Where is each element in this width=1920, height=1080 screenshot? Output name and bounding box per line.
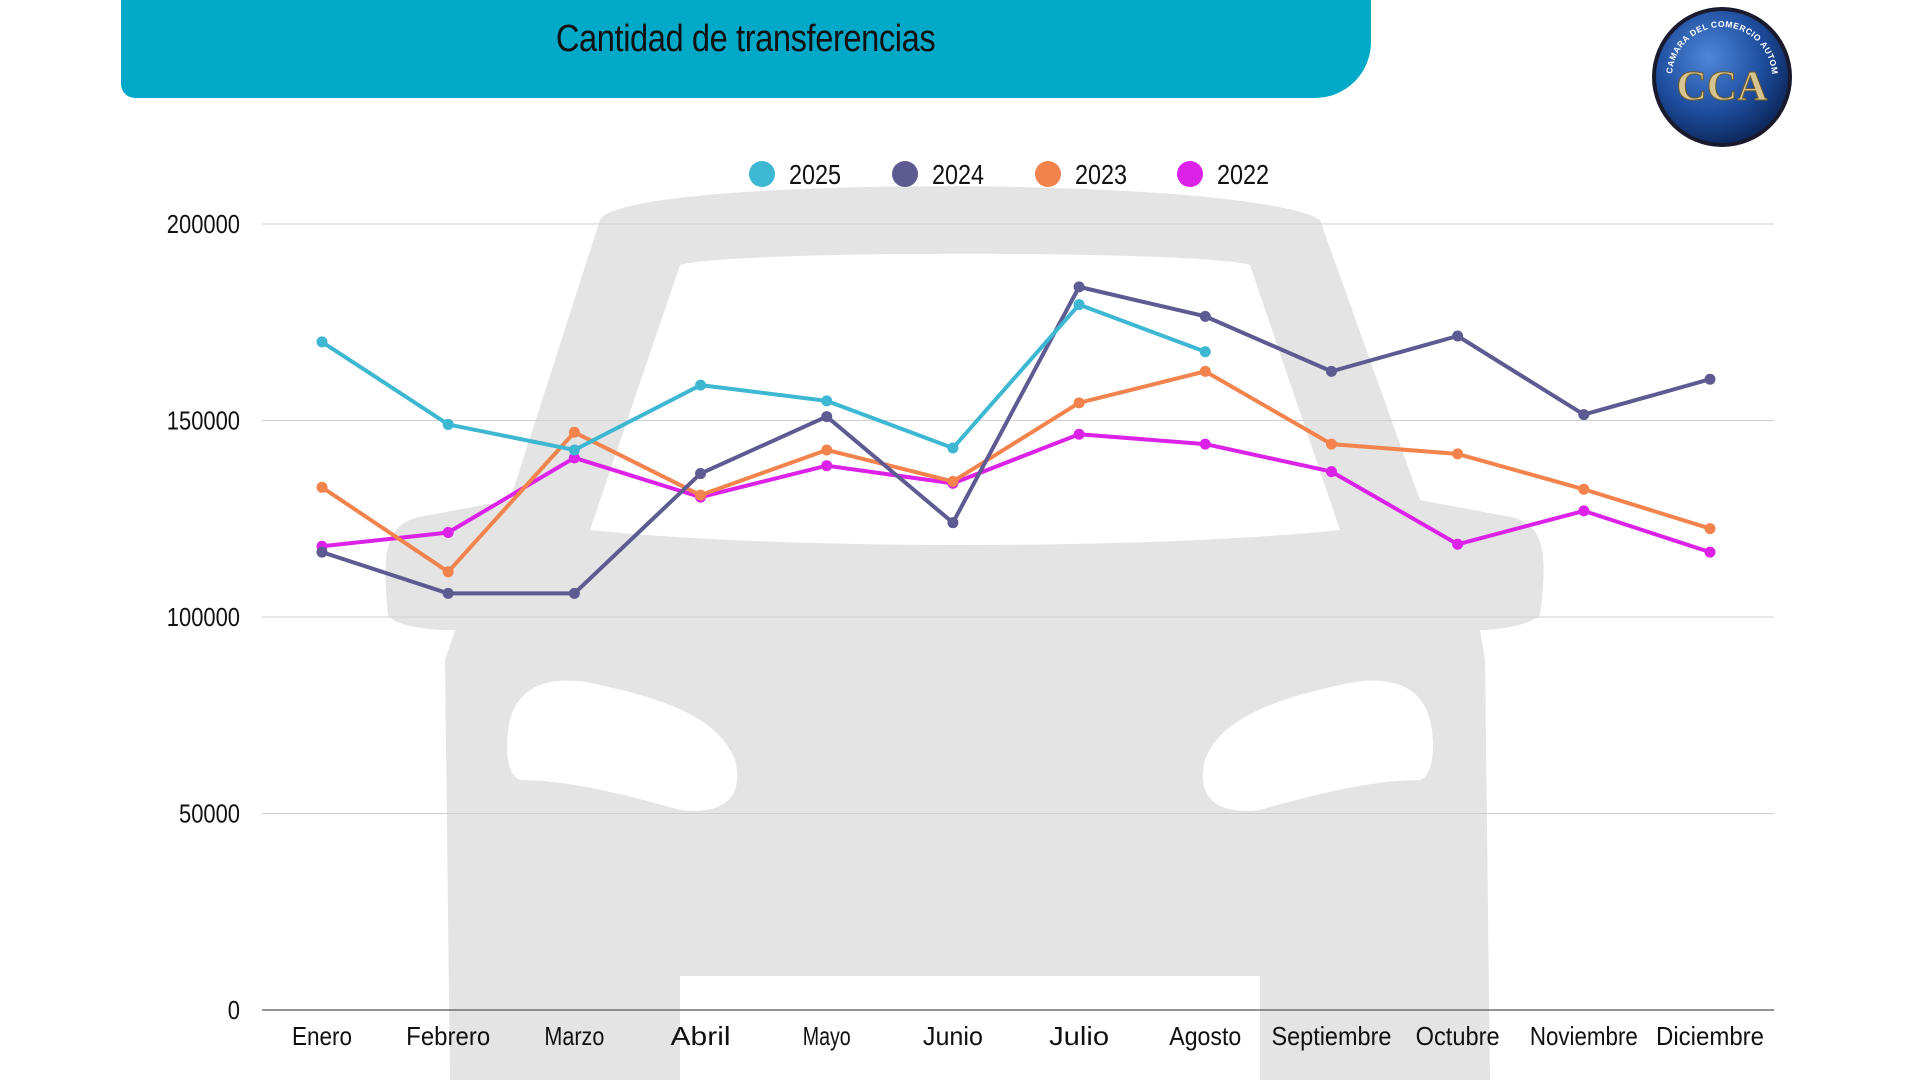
grid-layer: 0 50000 100000 150000 200000 Enero Febrero Marz… [167, 209, 1774, 1051]
logo-letters: CCA [1677, 64, 1769, 110]
data-point-2023 [1452, 448, 1464, 460]
data-point-2022 [1073, 428, 1085, 440]
x-tick-label: Marzo [544, 1021, 604, 1051]
data-point-2023 [695, 489, 707, 501]
data-point-2023 [1073, 397, 1085, 409]
x-tick-label: Junio [923, 1021, 983, 1051]
data-point-2025 [316, 336, 328, 348]
data-point-2023 [1199, 365, 1211, 377]
series-line-2022 [320, 432, 1712, 555]
data-point-2025 [947, 442, 959, 454]
series-layer [316, 281, 1716, 599]
x-tick-label: Octubre [1416, 1021, 1500, 1051]
x-tick-label: Enero [292, 1021, 352, 1051]
data-point-2023 [1704, 523, 1716, 535]
legend-label-2025: 2025 [789, 159, 841, 190]
data-point-2023 [568, 426, 580, 438]
data-point-2022 [1452, 538, 1464, 550]
y-tick-label: 50000 [179, 799, 240, 829]
data-point-2024 [1578, 409, 1590, 421]
data-point-2025 [1073, 299, 1085, 311]
data-point-2024 [1325, 365, 1337, 377]
legend-marker-2022 [1177, 161, 1203, 187]
x-tick-label: Febrero [406, 1021, 490, 1051]
data-point-2022 [442, 527, 454, 539]
data-point-2025 [821, 395, 833, 407]
x-tick-label: Mayo [803, 1021, 851, 1051]
data-point-2025 [442, 418, 454, 430]
cca-logo: CAMARA DEL COMERCIO AUTOMOTOR CCA [1650, 5, 1792, 147]
data-point-2023 [1325, 438, 1337, 450]
data-point-2022 [1325, 466, 1337, 478]
data-point-2025 [1199, 346, 1211, 358]
series-line-2023 [320, 369, 1712, 574]
legend-marker-2023 [1035, 161, 1061, 187]
data-point-2022 [1199, 438, 1211, 450]
data-point-2023 [947, 475, 959, 487]
data-point-2024 [442, 587, 454, 599]
x-tick-label: Agosto [1169, 1021, 1241, 1051]
chart-title: Cantidad de transferencias [556, 17, 936, 60]
data-point-2022 [568, 452, 580, 464]
data-point-2023 [821, 444, 833, 456]
data-point-2022 [821, 460, 833, 472]
legend-label-2023: 2023 [1075, 159, 1127, 190]
data-point-2024 [316, 546, 328, 558]
y-tick-label: 150000 [167, 406, 240, 436]
data-point-2024 [568, 587, 580, 599]
y-tick-label: 0 [228, 995, 240, 1025]
data-point-2024 [695, 468, 707, 480]
car-watermark-cutouts [507, 253, 1433, 811]
data-point-2023 [316, 481, 328, 493]
legend-label-2024: 2024 [932, 159, 984, 190]
data-point-2022 [1704, 546, 1716, 558]
y-tick-label: 200000 [167, 209, 240, 239]
data-point-2024 [1704, 373, 1716, 385]
data-point-2023 [442, 566, 454, 578]
x-tick-label: Diciembre [1656, 1021, 1764, 1051]
data-point-2024 [1199, 310, 1211, 322]
legend: 2025 2024 2023 2022 [749, 159, 1269, 190]
data-point-2023 [1578, 483, 1590, 495]
data-point-2022 [1578, 505, 1590, 517]
legend-marker-2025 [749, 161, 775, 187]
legend-marker-2024 [892, 161, 918, 187]
x-tick-label: Abril [671, 1021, 731, 1051]
x-tick-label: Noviembre [1530, 1021, 1638, 1051]
series-line-2025 [320, 302, 1208, 452]
data-point-2025 [568, 444, 580, 456]
data-point-2025 [695, 379, 707, 391]
data-point-2024 [821, 411, 833, 423]
data-point-2024 [1452, 330, 1464, 342]
x-tick-label: Julio [1049, 1021, 1109, 1051]
title-banner: Cantidad de transferencias [121, 0, 1371, 98]
legend-label-2022: 2022 [1217, 159, 1269, 190]
y-tick-label: 100000 [167, 602, 240, 632]
x-tick-label: Septiembre [1271, 1021, 1391, 1051]
series-line-2024 [320, 284, 1712, 596]
data-point-2024 [947, 517, 959, 529]
data-point-2024 [1073, 281, 1085, 293]
